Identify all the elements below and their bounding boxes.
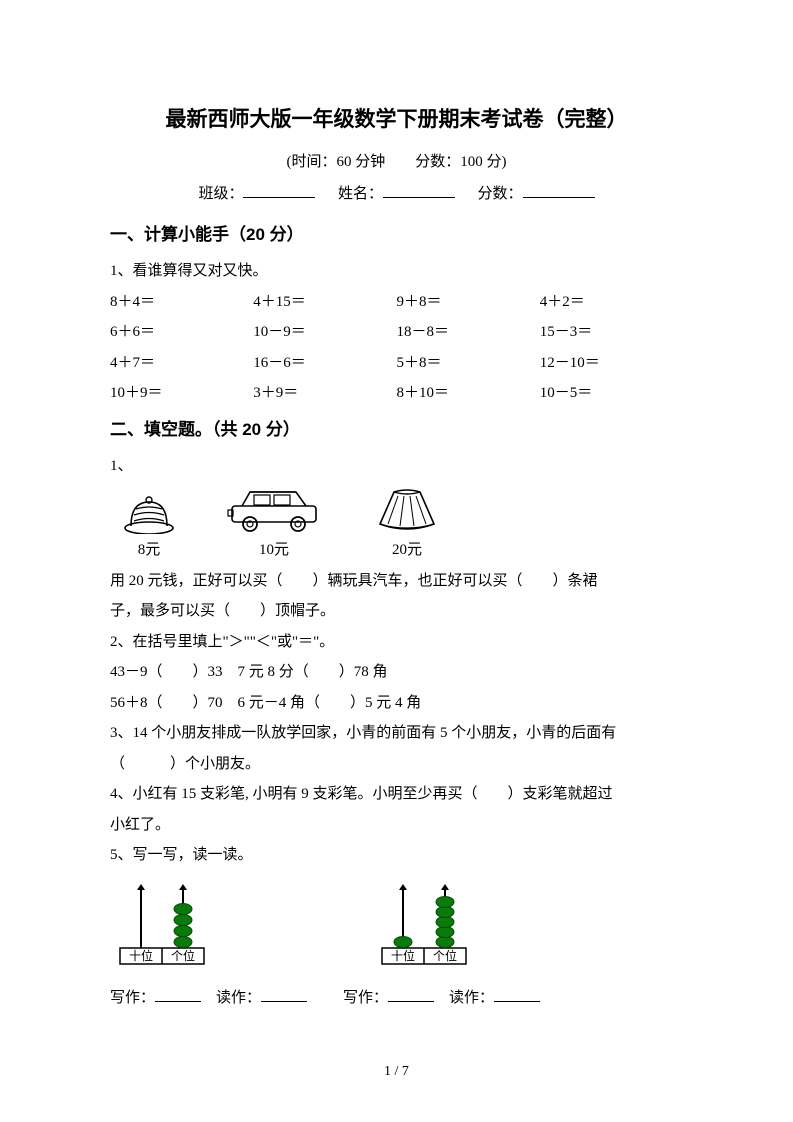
q2-2-line2: 56＋8（ ）70 6 元－4 角（ ）5 元 4 角 [110,689,683,718]
q2-2-line2-b: 6 元－4 角（ ）5 元 4 角 [238,695,422,711]
abacus-icon: 十位 个位 [116,884,208,968]
abacus-row: 十位 个位 十位 个位 [116,884,683,968]
class-blank[interactable] [243,182,315,199]
score-blank[interactable] [523,182,595,199]
calc-cell: 16－6＝ [253,349,396,378]
q2-3-line1: 3、14 个小朋友排成一队放学回家，小青的前面有 5 个小朋友，小青的后面有 [110,719,683,748]
name-blank[interactable] [383,182,455,199]
calc-cell: 4＋15＝ [253,288,396,317]
calc-cell: 8＋4＝ [110,288,253,317]
q2-2-line2-a: 56＋8（ ）70 [110,695,223,711]
read-label: 读作： [216,990,261,1006]
calc-cell: 10－9＝ [253,318,396,347]
svg-text:十位: 十位 [391,948,415,963]
calc-cell: 3＋9＝ [253,379,396,408]
svg-text:个位: 个位 [171,948,195,963]
read-blank-1[interactable] [261,985,307,1002]
calc-cell: 6＋6＝ [110,318,253,347]
q2-2-line1-a: 43－9（ ）33 [110,664,223,680]
item-hat: 8元 [122,494,176,565]
subtitle: (时间：60 分钟 分数：100 分) [110,148,683,177]
calc-cell: 4＋2＝ [540,288,683,317]
svg-text:十位: 十位 [129,948,153,963]
q2-1-line2: 子，最多可以买（ ）顶帽子。 [110,597,683,626]
student-info-line: 班级： 姓名： 分数： [110,180,683,209]
calc-grid: 8＋4＝ 4＋15＝ 9＋8＝ 4＋2＝ 6＋6＝ 10－9＝ 18－8＝ 15… [110,288,683,408]
section2-heading: 二、填空题。（共 20 分） [110,414,683,446]
calc-cell: 5＋8＝ [397,349,540,378]
calc-cell: 8＋10＝ [397,379,540,408]
hat-icon [122,494,176,534]
calc-cell: 15－3＝ [540,318,683,347]
name-label: 姓名： [338,186,383,202]
write-blank-2[interactable] [388,985,434,1002]
q2-4-line1: 4、小红有 15 支彩笔, 小明有 9 支彩笔。小明至少再买（ ）支彩笔就超过 [110,780,683,809]
q2-1-num: 1、 [110,452,683,481]
q2-1-line1: 用 20 元钱，正好可以买（ ）辆玩具汽车，也正好可以买（ ）条裙 [110,567,683,596]
svg-text:个位: 个位 [433,948,457,963]
item-skirt: 20元 [372,488,442,565]
q2-2-line1-b: 7 元 8 分（ ）78 角 [238,664,388,680]
car-icon [226,486,322,534]
hat-price: 8元 [138,536,161,565]
skirt-price: 20元 [392,536,422,565]
car-price: 10元 [259,536,289,565]
q2-5-prompt: 5、写一写，读一读。 [110,841,683,870]
calc-cell: 18－8＝ [397,318,540,347]
abacus-icon: 十位 个位 [378,884,470,968]
abacus-2: 十位 个位 [378,884,470,968]
skirt-icon [372,488,442,534]
page-number: 1 / 7 [0,1059,793,1086]
q2-2-line1: 43－9（ ）33 7 元 8 分（ ）78 角 [110,658,683,687]
write-label: 写作： [110,990,155,1006]
q2-4-line2: 小红了。 [110,811,683,840]
q1-prompt: 1、看谁算得又对又快。 [110,257,683,286]
items-row: 8元 10元 20元 [122,486,683,565]
calc-cell: 10＋9＝ [110,379,253,408]
write-blank-1[interactable] [155,985,201,1002]
section1-heading: 一、计算小能手（20 分） [110,219,683,251]
item-car: 10元 [226,486,322,565]
read-label: 读作： [449,990,494,1006]
q2-2-prompt: 2、在括号里填上"＞""＜"或"＝"。 [110,628,683,657]
q2-3-line2: （ ）个小朋友。 [110,750,683,779]
answer-row: 写作： 读作： 写作： 读作： [110,984,683,1013]
calc-cell: 9＋8＝ [397,288,540,317]
answer-group-2: 写作： 读作： [343,984,540,1013]
calc-cell: 12－10＝ [540,349,683,378]
class-label: 班级： [198,186,243,202]
read-blank-2[interactable] [494,985,540,1002]
page-title: 最新西师大版一年级数学下册期末考试卷（完整） [110,100,683,140]
calc-cell: 4＋7＝ [110,349,253,378]
score-label: 分数： [478,186,523,202]
calc-cell: 10－5＝ [540,379,683,408]
answer-group-1: 写作： 读作： [110,984,307,1013]
abacus-1: 十位 个位 [116,884,208,968]
write-label: 写作： [343,990,388,1006]
